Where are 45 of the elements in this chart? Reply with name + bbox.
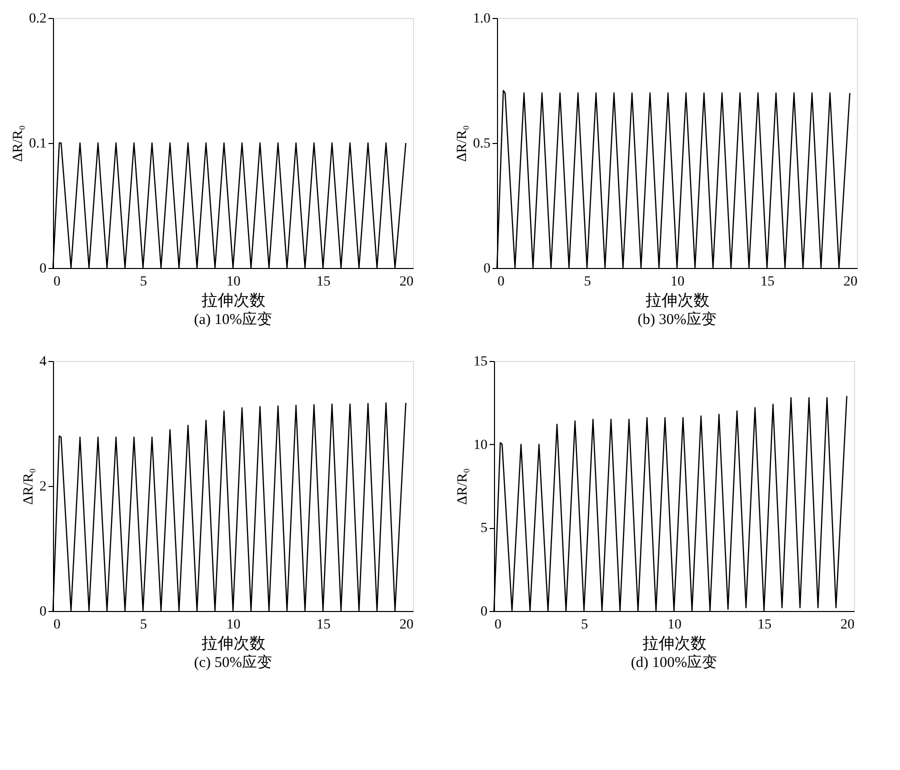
text: (c) 50%应变 <box>194 654 272 671</box>
x-tick-label: 0 <box>494 618 502 632</box>
x-tick-label: 15 <box>316 274 330 290</box>
y-tick-label: 10 <box>474 438 488 453</box>
x-tick-label: 10 <box>226 274 240 290</box>
x-tick-label: 5 <box>140 618 147 632</box>
x-tick-label: 20 <box>844 274 858 290</box>
x-tick-label: 15 <box>316 618 330 632</box>
y-tick-label: 4 <box>40 354 46 370</box>
x-tick-label: 20 <box>840 618 854 632</box>
x-axis-title: 拉伸次数 <box>642 636 706 652</box>
y-axis-title: ΔR/R₀ <box>456 468 470 505</box>
x-tick-label: 15 <box>760 274 774 290</box>
y-tick-label: 0 <box>484 262 490 276</box>
y-tick-label: 0.1 <box>29 136 46 152</box>
x-tick-label: 0 <box>54 618 60 632</box>
y-tick-label: 0 <box>40 604 46 620</box>
y-tick-label: 15 <box>474 354 488 370</box>
x-tick-label: 5 <box>581 618 588 632</box>
x-axis-title: 拉伸次数 <box>202 292 266 310</box>
text: (d) 100%应变 <box>630 654 718 671</box>
y-tick-label: 0 <box>480 604 488 620</box>
y-tick-label: 5 <box>480 521 488 536</box>
text: (a) 10%应变 <box>194 311 272 328</box>
x-tick-label: 5 <box>140 274 147 290</box>
y-tick-label: 0.2 <box>29 12 46 26</box>
text: (b) 30%应变 <box>638 311 716 328</box>
y-tick-label: 1.0 <box>473 12 490 26</box>
x-tick-label: 20 <box>400 618 414 632</box>
x-tick-label: 20 <box>400 274 414 290</box>
x-tick-label: 0 <box>54 274 60 290</box>
y-tick-label: 0 <box>40 262 46 276</box>
y-axis-title: ΔR/R₀ <box>22 468 36 505</box>
y-tick-label: 0.5 <box>473 136 490 152</box>
x-tick-label: 0 <box>498 274 504 290</box>
x-tick-label: 15 <box>758 618 772 632</box>
y-axis-title: ΔR/R₀ <box>11 125 26 162</box>
x-axis-title: 拉伸次数 <box>646 292 710 310</box>
x-tick-label: 10 <box>668 618 682 632</box>
x-axis-title: 拉伸次数 <box>202 636 266 652</box>
x-tick-label: 5 <box>584 274 591 290</box>
y-tick-label: 2 <box>40 480 46 494</box>
x-tick-label: 10 <box>226 618 240 632</box>
y-axis-title: ΔR/R₀ <box>455 125 470 162</box>
x-tick-label: 10 <box>670 274 684 290</box>
